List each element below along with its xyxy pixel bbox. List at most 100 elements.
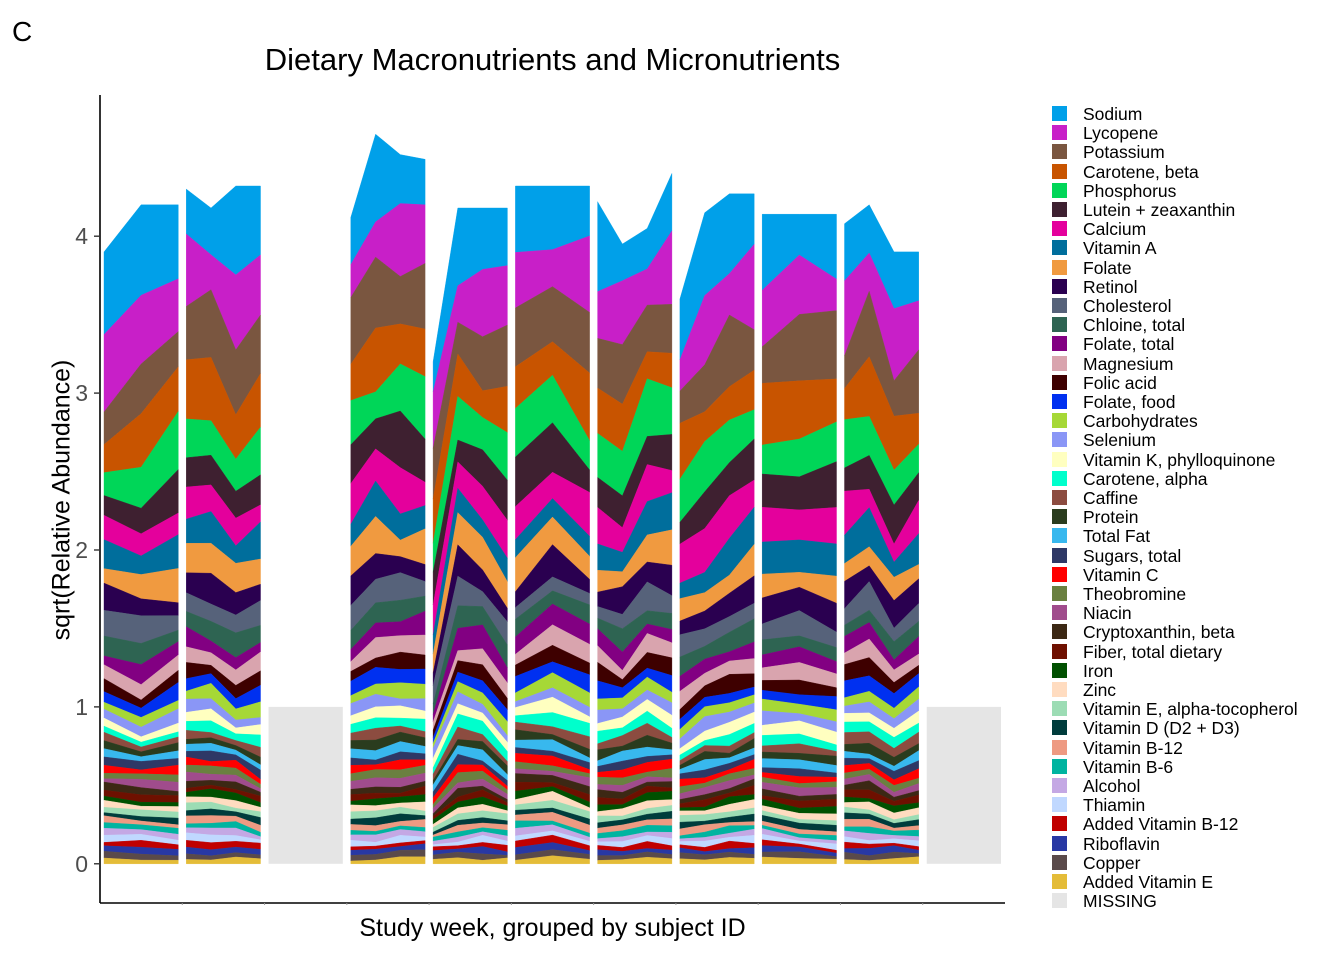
legend-label: Potassium <box>1083 142 1165 163</box>
legend-label: Phosphorus <box>1083 180 1177 201</box>
band-added-vitamin-e <box>762 856 837 864</box>
panel-label: C <box>12 16 33 47</box>
band-added-vitamin-e <box>844 856 919 864</box>
band-added-vitamin-e <box>515 855 590 864</box>
legend-item: Folate, food <box>1052 392 1342 412</box>
legend-label: Riboflavin <box>1083 833 1160 854</box>
band-vitamin-a <box>762 539 837 577</box>
legend-swatch <box>1052 893 1067 909</box>
legend-label: Zinc <box>1083 680 1117 700</box>
legend-swatch <box>1052 643 1067 659</box>
legend-item: Added Vitamin E <box>1052 872 1342 892</box>
legend-item: Carbohydrates <box>1052 411 1342 432</box>
legend-item: Potassium <box>1052 142 1342 163</box>
legend-swatch <box>1052 624 1067 640</box>
legend-label: Chloine, total <box>1083 315 1186 336</box>
y-tick-label: 4 <box>75 223 88 249</box>
legend-label: Carbohydrates <box>1083 411 1198 432</box>
legend-swatch <box>1052 470 1067 486</box>
legend-label: Copper <box>1083 852 1141 873</box>
subject-group-9 <box>762 214 837 864</box>
legend-item: Copper <box>1052 852 1342 873</box>
y-axis-label: sqrt(Relative Abundance) <box>47 359 76 641</box>
legend-label: Calcium <box>1083 219 1147 240</box>
legend-item: Folic acid <box>1052 372 1342 393</box>
legend-label: Magnesium <box>1083 353 1174 374</box>
legend-swatch <box>1052 605 1067 621</box>
subject-group-4 <box>350 133 426 864</box>
legend-swatch <box>1052 432 1067 448</box>
legend-label: Caffine <box>1083 488 1139 508</box>
legend-item: Protein <box>1052 507 1342 527</box>
legend-swatch <box>1052 336 1067 352</box>
legend-label: Lycopene <box>1083 123 1159 144</box>
legend-swatch <box>1052 701 1067 717</box>
subject-group-2 <box>186 185 261 864</box>
legend-item: Folate, total <box>1052 334 1342 355</box>
legend-swatch <box>1052 413 1067 429</box>
legend-swatch <box>1052 125 1067 141</box>
legend-swatch <box>1052 816 1067 832</box>
legend-item: Added Vitamin B-12 <box>1052 814 1342 834</box>
legend-label: Vitamin D (D2 + D3) <box>1083 718 1240 739</box>
legend-label: Added Vitamin E <box>1083 872 1214 892</box>
legend-item: Magnesium <box>1052 353 1342 374</box>
legend-label: Cryptoxanthin, beta <box>1083 622 1235 643</box>
legend-swatch <box>1052 355 1067 371</box>
legend-label: Sodium <box>1083 104 1143 124</box>
legend-swatch <box>1052 202 1067 217</box>
legend-item: Riboflavin <box>1052 833 1342 854</box>
subject-group-11 <box>926 706 1001 864</box>
legend-label: Total Fat <box>1083 526 1151 547</box>
legend-label: Vitamin B-12 <box>1083 737 1183 758</box>
y-tick-label: 2 <box>75 537 88 563</box>
legend-swatch <box>1052 854 1067 870</box>
legend-item: Zinc <box>1052 680 1342 700</box>
legend-item: Caffine <box>1052 488 1342 508</box>
legend-item: Vitamin C <box>1052 565 1342 585</box>
legend-swatch <box>1052 547 1067 563</box>
legend-label: Vitamin E, alpha-tocopherol <box>1083 699 1298 720</box>
subject-group-5 <box>432 207 508 864</box>
legend-item: Vitamin B-6 <box>1052 756 1342 777</box>
legend-swatch <box>1052 221 1067 237</box>
band-added-vitamin-e <box>186 856 261 864</box>
legend-item: Carotene, alpha <box>1052 469 1342 489</box>
subject-group-7 <box>597 173 673 864</box>
legend-label: Cholesterol <box>1083 296 1172 316</box>
legend-item: Thiamin <box>1052 795 1342 815</box>
legend-swatch <box>1052 163 1067 179</box>
legend-label: Theobromine <box>1083 584 1187 604</box>
legend-item: Calcium <box>1052 219 1342 240</box>
legend-item: Vitamin K, phylloquinone <box>1052 450 1342 470</box>
y-tick-label: 0 <box>75 851 88 877</box>
subject-group-1 <box>103 204 179 864</box>
legend-swatch <box>1052 182 1067 198</box>
subject-group-10 <box>844 204 919 864</box>
legend-swatch <box>1052 317 1067 333</box>
legend-label: Lutein + zeaxanthin <box>1083 200 1236 220</box>
legend-swatch <box>1052 778 1067 793</box>
legend-swatch <box>1052 278 1067 294</box>
legend-swatch <box>1052 509 1067 525</box>
band-calcium <box>762 506 837 545</box>
missing-block <box>268 706 343 864</box>
legend-item: MISSING <box>1052 891 1342 912</box>
band-added-vitamin-e <box>432 857 508 864</box>
legend-label: MISSING <box>1083 891 1157 912</box>
legend-label: Folate, total <box>1083 334 1175 355</box>
legend-swatch <box>1052 144 1067 160</box>
legend-item: Total Fat <box>1052 526 1342 547</box>
legend-item: Alcohol <box>1052 776 1342 796</box>
legend-label: Folic acid <box>1083 372 1157 393</box>
legend-item: Selenium <box>1052 430 1342 450</box>
legend-swatch <box>1052 758 1067 774</box>
legend-swatch <box>1052 874 1067 889</box>
legend-item: Cholesterol <box>1052 296 1342 316</box>
legend-label: Vitamin A <box>1083 238 1157 259</box>
legend-swatch <box>1052 451 1067 467</box>
legend-swatch <box>1052 739 1067 755</box>
legend-label: Vitamin B-6 <box>1083 756 1174 777</box>
legend-label: Folate <box>1083 257 1132 278</box>
legend-item: Theobromine <box>1052 584 1342 604</box>
